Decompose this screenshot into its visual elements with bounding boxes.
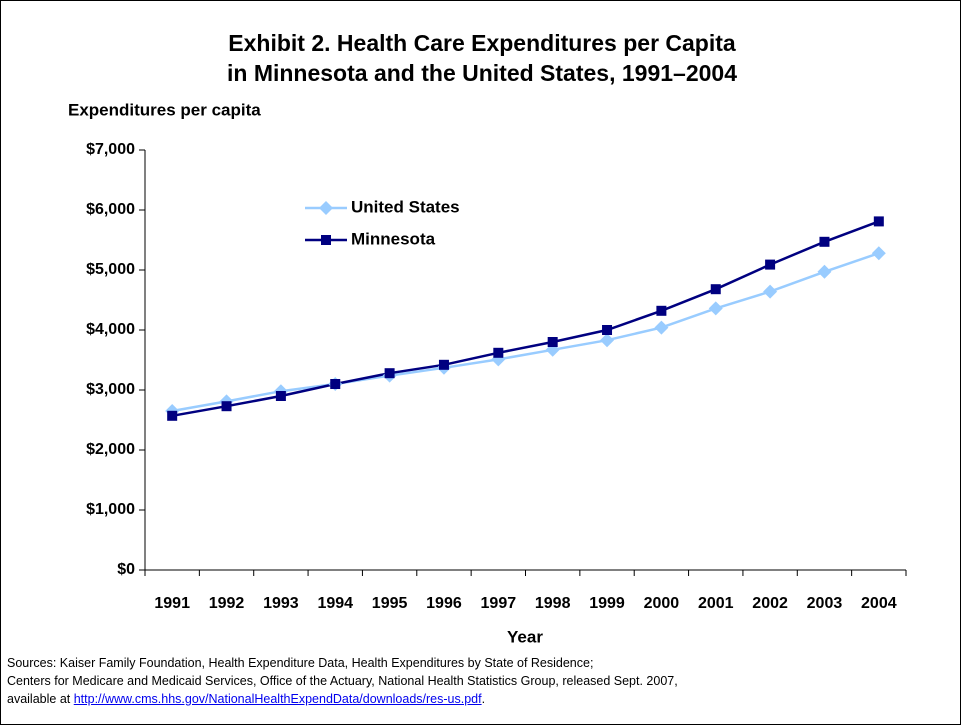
data-point [547,337,558,347]
data-point [654,320,669,335]
y-tick-label: $1,000 [86,501,135,518]
x-tick-label: 1994 [317,595,353,612]
chart-title: in Minnesota and the United States, 1991… [227,60,737,86]
y-tick-label: $4,000 [86,321,135,338]
data-point [600,333,615,348]
sources: Sources: Kaiser Family Foundation, Healt… [7,654,952,708]
data-point [765,259,776,270]
y-tick-label: $0 [117,561,135,578]
data-point [275,391,286,401]
x-tick-label: 1996 [426,595,462,612]
chart-title: Exhibit 2. Health Care Expenditures per … [228,30,736,56]
data-point [763,284,778,299]
source-link[interactable]: http://www.cms.hhs.gov/NationalHealthExp… [73,692,482,706]
series-line [171,220,880,418]
data-point [438,359,449,370]
x-axis-label: Year [507,627,543,646]
x-tick-label: 2003 [807,595,843,612]
x-tick-label: 1997 [481,595,517,612]
data-point [656,305,667,316]
series-line [171,252,880,413]
source-line: Sources: Kaiser Family Foundation, Healt… [7,656,594,670]
y-tick-label: $5,000 [86,261,135,278]
data-point [819,236,830,247]
data-point [710,284,721,295]
data-point [167,410,178,421]
legend-label: Minnesota [351,229,436,248]
data-point [493,347,504,358]
source-suffix: . [481,692,486,706]
y-tick-label: $6,000 [86,201,135,218]
x-tick-label: 1991 [154,595,190,612]
y-tick-label: $2,000 [86,441,135,458]
data-point [708,301,723,316]
x-tick-label: 2002 [752,595,788,612]
data-point [602,325,613,335]
data-point [873,216,884,227]
data-point [384,368,395,379]
x-tick-label: 2004 [861,595,897,612]
x-tick-label: 1995 [372,595,408,612]
y-tick-label: $7,000 [86,141,135,158]
source-line: Centers for Medicare and Medicaid Servic… [7,674,678,688]
x-tick-label: 1999 [589,595,625,612]
legend-marker [321,235,331,245]
data-point [330,379,341,389]
data-point [221,401,232,412]
x-tick-label: 1998 [535,595,571,612]
legend-label: United States [351,197,460,216]
y-axis-label: Expenditures per capita [68,100,261,119]
x-tick-label: 1992 [209,595,245,612]
y-tick-label: $3,000 [86,381,135,398]
data-point [817,264,832,279]
data-point [871,246,886,261]
source-line: available at http://www.cms.hhs.gov/Nati… [7,690,952,708]
x-tick-label: 2000 [644,595,680,612]
legend-marker [319,201,333,215]
x-tick-label: 1993 [263,595,299,612]
x-tick-label: 2001 [698,595,734,612]
source-prefix: available at [7,692,71,706]
